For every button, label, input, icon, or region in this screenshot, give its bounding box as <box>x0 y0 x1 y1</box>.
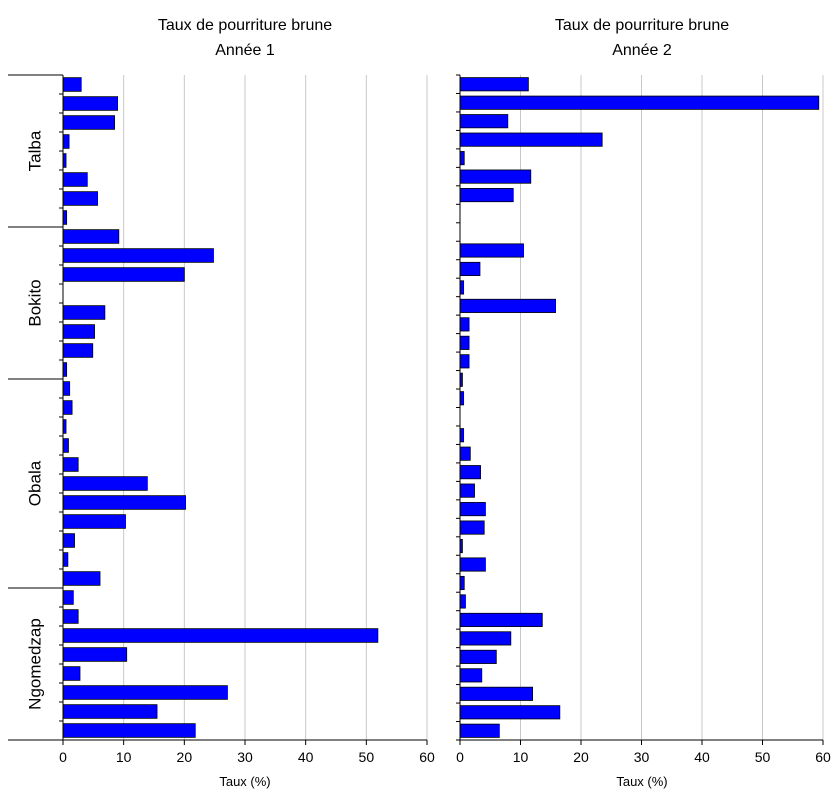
bar <box>62 210 68 225</box>
bar <box>459 188 514 203</box>
bar <box>459 502 486 517</box>
bar <box>62 381 71 396</box>
group-labels: Talba Bokito Obala Ngomedzap <box>25 130 44 710</box>
bar <box>62 172 88 187</box>
x-tick-label: 10 <box>116 749 132 765</box>
bar <box>459 114 509 129</box>
x-axis-label: Taux (%) <box>219 774 270 789</box>
bar <box>62 229 120 244</box>
bar <box>459 317 470 332</box>
chart-title: Taux de pourriture brune <box>555 17 729 34</box>
bar <box>62 343 94 358</box>
bars <box>62 77 379 738</box>
bar <box>459 95 820 110</box>
bar <box>62 191 98 206</box>
bar <box>459 686 533 701</box>
bar <box>459 335 470 350</box>
bars <box>459 77 820 738</box>
x-tick-label: 20 <box>573 749 589 765</box>
chart-panel-annee-1: Taux de pourriture brune Année 1 Taux (%… <box>8 17 435 789</box>
bar <box>459 354 470 369</box>
bar <box>62 77 82 92</box>
x-tick-label: 0 <box>59 749 67 765</box>
chart-subtitle: Année 1 <box>215 42 275 59</box>
bar <box>62 552 69 567</box>
bar <box>459 151 465 166</box>
bar <box>62 571 101 586</box>
x-tick-label: 60 <box>815 749 831 765</box>
bar <box>62 267 185 282</box>
bar <box>62 400 73 415</box>
chart-subtitle: Année 2 <box>612 42 672 59</box>
chart-panel-annee-2: Taux de pourriture brune Année 2 Taux (%… <box>456 17 831 789</box>
bar <box>459 280 465 295</box>
group-label: Obala <box>25 460 44 506</box>
bar <box>62 305 106 320</box>
bar <box>459 612 543 627</box>
bar <box>459 520 485 535</box>
bar <box>459 465 481 480</box>
bar <box>62 248 214 263</box>
bar <box>459 594 466 609</box>
bar <box>459 391 465 406</box>
x-tick-labels: 0 10 20 30 40 50 60 <box>59 749 435 765</box>
bar <box>62 723 196 738</box>
chart-title: Taux de pourriture brune <box>158 17 332 34</box>
axes <box>8 74 428 745</box>
x-tick-label: 0 <box>456 749 464 765</box>
x-tick-label: 50 <box>755 749 771 765</box>
bar <box>459 668 483 683</box>
bar <box>459 169 532 184</box>
bar <box>459 261 481 277</box>
bar <box>62 685 228 700</box>
x-tick-label: 10 <box>513 749 529 765</box>
x-tick-label: 60 <box>419 749 435 765</box>
bar <box>62 533 75 548</box>
bar <box>62 590 74 605</box>
bar <box>62 134 70 149</box>
bar <box>459 77 529 92</box>
bar <box>459 243 524 258</box>
bar <box>62 647 128 662</box>
bar <box>62 609 79 624</box>
x-tick-label: 50 <box>359 749 375 765</box>
bar <box>459 446 471 461</box>
grid-lines <box>520 75 824 740</box>
bar <box>62 115 115 130</box>
bar <box>62 666 81 681</box>
bar <box>459 483 475 498</box>
x-tick-labels: 0 10 20 30 40 50 60 <box>456 749 831 765</box>
axes <box>456 74 824 745</box>
bar <box>459 723 500 738</box>
bar <box>459 705 561 720</box>
bar <box>62 362 68 377</box>
bar <box>62 514 126 529</box>
bar <box>62 628 379 643</box>
bar <box>459 132 603 147</box>
bar <box>62 96 118 111</box>
bar <box>62 704 158 719</box>
x-tick-label: 20 <box>177 749 193 765</box>
bar <box>459 575 465 591</box>
x-axis-label: Taux (%) <box>616 774 667 789</box>
bar <box>459 428 465 443</box>
bar <box>62 438 69 453</box>
x-tick-label: 40 <box>298 749 314 765</box>
x-tick-label: 30 <box>634 749 650 765</box>
group-label: Ngomedzap <box>25 618 44 710</box>
x-tick-label: 30 <box>237 749 253 765</box>
x-tick-label: 40 <box>694 749 710 765</box>
bar <box>459 649 497 664</box>
bar <box>62 324 95 339</box>
bar <box>459 298 556 313</box>
group-label: Talba <box>25 130 44 171</box>
bar <box>459 557 486 572</box>
bar <box>62 457 79 472</box>
bar <box>62 495 186 510</box>
group-label: Bokito <box>25 279 44 326</box>
bar <box>62 476 148 491</box>
bar <box>459 631 512 646</box>
